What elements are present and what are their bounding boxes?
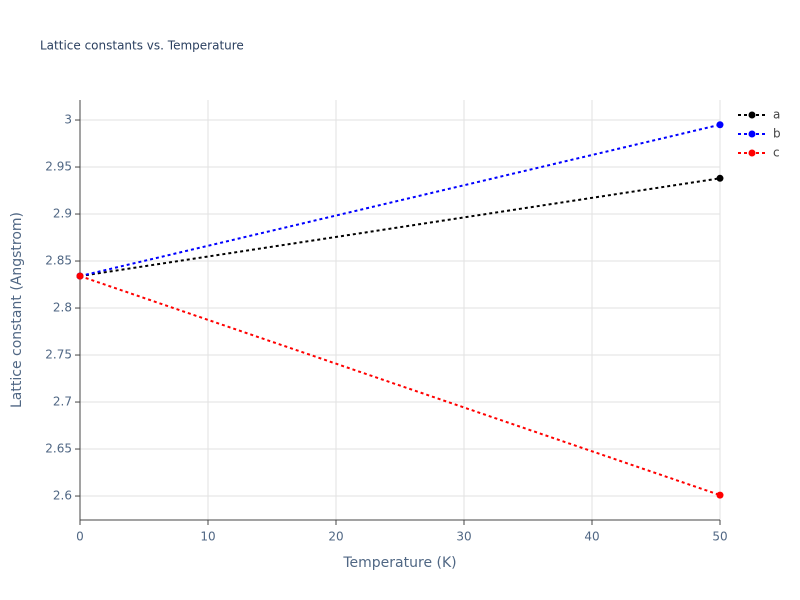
y-tick-label: 2.8 (53, 301, 72, 315)
x-tick-label: 30 (456, 530, 471, 544)
x-tick-label: 50 (712, 530, 727, 544)
point (716, 174, 724, 182)
legend-label: c (773, 146, 780, 160)
y-tick-label: 3 (64, 113, 72, 127)
y-tick-label: 2.85 (45, 254, 72, 268)
legend-marker (748, 111, 756, 119)
y-tick-label: 2.65 (45, 442, 72, 456)
legend-label: b (773, 127, 781, 141)
x-tick-label: 40 (584, 530, 599, 544)
point (716, 491, 724, 499)
y-tick-label: 2.95 (45, 160, 72, 174)
legend-label: a (773, 108, 780, 122)
x-tick-label: 20 (328, 530, 343, 544)
y-tick-label: 2.75 (45, 348, 72, 362)
y-axis-title: Lattice constant (Angstrom) (9, 212, 25, 408)
series-line (79, 275, 721, 497)
point (716, 121, 724, 129)
x-tick-label: 10 (200, 530, 215, 544)
legend-marker (748, 130, 756, 138)
legend-marker (748, 149, 756, 157)
series-line (79, 123, 721, 278)
x-axis-title: Temperature (K) (342, 555, 456, 571)
y-tick-label: 2.7 (53, 395, 72, 409)
y-tick-label: 2.6 (53, 489, 72, 503)
point (76, 272, 84, 280)
chart-title: Lattice constants vs. Temperature (40, 39, 244, 53)
x-tick-label: 0 (76, 530, 84, 544)
y-tick-label: 2.9 (53, 207, 72, 221)
